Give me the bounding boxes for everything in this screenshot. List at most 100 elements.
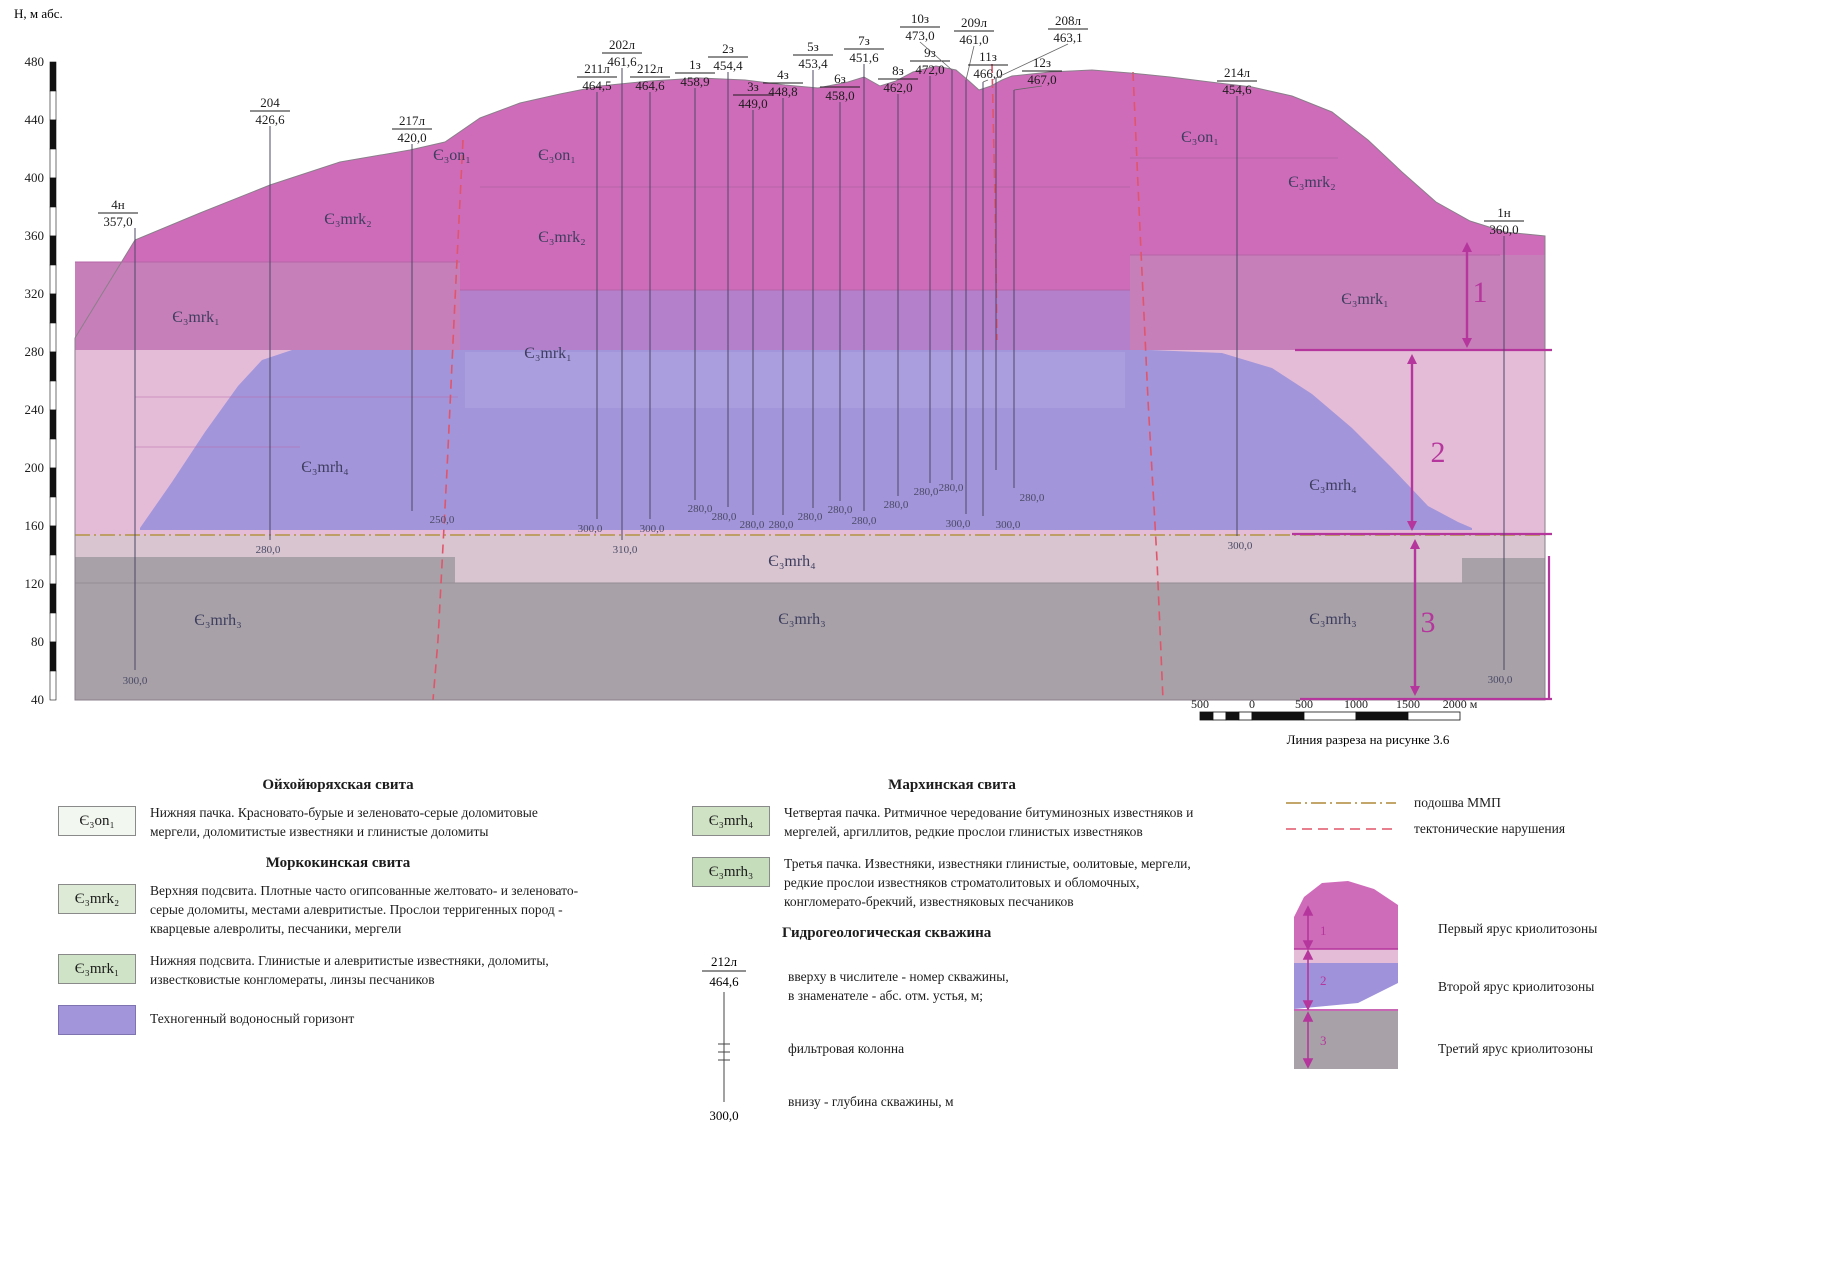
tier-markers-layer: 1 2 3 [1407,242,1488,696]
well-elevation: 426,6 [255,112,285,127]
fault-line-2 [1132,71,1164,701]
well: 6з 458,0 280,0 [820,71,860,516]
tier-arrow-head [1407,354,1417,364]
well-elevation: 473,0 [905,28,934,43]
well-elevation: 458,0 [825,88,854,103]
mini-tier1-shape [1294,881,1398,949]
svg-text:3: 3 [1320,1033,1327,1048]
well-elevation: 454,4 [713,58,743,73]
swatch-mrk2: Є₃mrk₂ [58,884,136,915]
legend-text-mrk1: Нижняя подсвита. Глинистые и алевритисты… [150,953,549,987]
tier-arrow-head [1410,539,1420,549]
unit-label: Є₃mrh₃ [1309,611,1357,628]
unit-code-mrk1: Є₃mrk₁ [74,960,120,977]
well: 212л 464,6 300,0 [630,61,670,535]
well-number: 6з [834,71,846,86]
scale-seg [1251,711,1305,721]
scale-seg [1355,711,1409,721]
tier-number: 1 [1473,276,1488,309]
well-number: 4н [111,197,125,212]
well: 10з 473,0 280,0 [900,11,964,494]
layer-aquifer-blend [460,290,1130,350]
well-leader-line [982,79,989,83]
well: 9з 472,0 280,0 [910,45,950,498]
tier-arrow-head [1410,686,1420,696]
unit-label: Є₃mrk₁ [524,345,572,362]
legend-text-tier3: Третий ярус криолитозоны [1438,1041,1593,1056]
scale-bar-label: 1000 [1344,697,1368,711]
legend-text-mrh3: Третья пачка. Известняки, известняки гли… [784,856,1191,909]
unit-labels-layer: Є₃on₁ Є₃on₁ Є₃mrk₂ Є₃mrk₂ Є₃mrk₁ Є₃mrk₁ Є₃mrh₄… [172,129,1389,629]
well-depth-label: 280,0 [769,519,794,531]
well-elevation: 466,0 [973,66,1002,81]
well: 3з 449,0 280,0 [733,79,773,531]
well: 5з 453,4 280,0 [793,39,833,523]
axis-tick-label: 80 [31,634,44,649]
axis-ruler-block [49,351,57,382]
well-note-filter: фильтровая колонна [788,1040,905,1056]
tier-marker: 1 [1462,242,1488,348]
swatch-mrh4: Є₃mrh₄ [692,806,770,836]
legend-text-mrh4: Четвертая пачка. Ритмичное чередование б… [784,805,1194,839]
well-number: 209л [961,15,988,30]
well-elevation: 462,0 [883,80,912,95]
legend-col-3: подошва ММП тектонические нарушения [1286,763,1792,1132]
well-elevation: 448,8 [768,84,797,99]
well-depth-label: 280,0 [939,482,964,494]
tier-arrow-head [1407,521,1417,531]
well-number: 212л [637,61,664,76]
well-leader-line [919,41,953,71]
unit-label: Є₃mrh₃ [194,612,242,629]
axis-ruler-block [49,90,57,121]
tier-number: 2 [1431,436,1446,469]
unit-code-mrk2: Є₃mrk₂ [74,890,120,907]
strat-boundaries [75,157,1545,584]
legend-col-1: Ойхойюряхская свита Є₃on₁ Нижняя пачка. … [58,763,658,1132]
well-depth-label: 310,0 [613,544,638,556]
legend-text-mmp: подошва ММП [1414,795,1501,810]
legend-text-on1: Нижняя пачка. Красновато-бурые и зеленов… [150,805,538,839]
well: 217л 420,0 250,0 [392,113,455,526]
unit-label: Є₃on₁ [433,147,471,164]
svg-text:2: 2 [1320,973,1327,988]
unit-code-on1: Є₃on₁ [79,812,115,829]
geology-layers [75,66,1545,700]
well-number: 3з [747,79,759,94]
axis-ruler-block [49,583,57,614]
legend-text-faults: тектонические нарушения [1414,821,1566,836]
unit-label: Є₃on₁ [1181,129,1219,146]
well-symbol-filter-ticks [718,1043,730,1061]
axis-title: Н, м абс. [14,6,63,21]
well: 4з 448,8 280,0 [763,67,803,531]
scale-bar: 500 0 500 1000 1500 2000 м Линия разреза на р… [1191,697,1478,747]
well: 1н 360,0 300,0 [1484,205,1524,686]
axis-tick-label: 120 [25,576,45,591]
legend-item-mrk2: Є₃mrk₂ Верхняя подсвита. Плотные часто о… [58,882,658,938]
axis-tick-label: 200 [25,460,45,475]
well-symbol: 212л 464,6 300,0 [702,954,746,1123]
well: 209л 461,0 300,0 [946,15,994,530]
scale-seg [1303,711,1357,721]
well-symbol-number: 212л [711,954,738,969]
unit-label: Є₃mrh₄ [1309,477,1357,494]
well-elevation: 454,6 [1222,82,1252,97]
well: 2з 454,4 280,0 [708,41,748,523]
well-number: 202л [609,37,636,52]
well-depth-label: 250,0 [430,514,455,526]
well-number: 217л [399,113,426,128]
well-number: 9з [924,45,936,60]
legend-text-tier2: Второй ярус криолитозоны [1438,979,1595,994]
well: 12з 467,0 280,0 [1013,55,1062,504]
legend-header-morkokinsk: Моркокинская свита [265,855,411,872]
well-leader-line [995,43,1069,79]
legend-item-faults: тектонические нарушения [1286,821,1792,837]
axis-tick-label: 240 [25,402,45,417]
axis-ruler-block [49,612,57,643]
well: 8з 462,0 280,0 [878,63,918,511]
legend-header-markhinsk: Мархинская свита [888,777,1016,793]
legend-text-tier1: Первый ярус криолитозоны [1438,921,1598,936]
well-note-depth: внизу - глубина скважины, м [788,1093,954,1109]
layer-mrk1-right [1130,255,1545,350]
unit-label: Є₃mrk₂ [324,211,372,228]
well-elevation: 420,0 [397,130,426,145]
